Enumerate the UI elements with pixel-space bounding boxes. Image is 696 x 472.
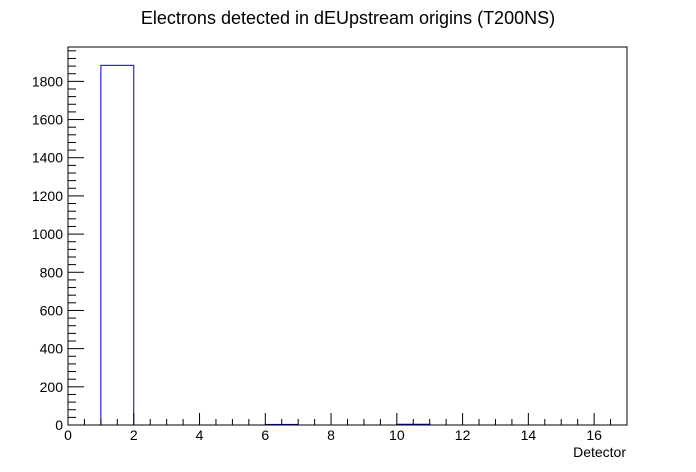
y-tick-label: 200 [40, 379, 64, 395]
y-tick-label: 1200 [32, 188, 63, 204]
x-tick-label: 2 [130, 427, 138, 443]
chart-title: Electrons detected in dEUpstream origins… [141, 8, 555, 28]
x-axis-label: Detector [573, 444, 626, 460]
plot-frame [67, 46, 628, 426]
x-tick-label: 12 [455, 427, 471, 443]
x-tick-label: 10 [389, 427, 405, 443]
histogram-bars [100, 64, 431, 426]
y-tick-label: 1600 [32, 112, 63, 128]
y-tick-label: 1400 [32, 150, 63, 166]
y-tick-label: 1000 [32, 226, 63, 242]
y-tick-label: 1800 [32, 73, 63, 89]
x-tick-label: 4 [196, 427, 204, 443]
y-tick-label: 400 [40, 341, 64, 357]
y-axis: 0 200 400 600 800 1000 1200 1400 1600 1800 [32, 50, 84, 433]
x-tick-label: 8 [327, 427, 335, 443]
y-tick-label: 800 [40, 264, 64, 280]
y-tick-label: 600 [40, 302, 64, 318]
x-tick-label: 16 [586, 427, 602, 443]
x-axis: 0 2 4 6 8 10 12 14 16 [64, 413, 628, 443]
x-tick-label: 6 [261, 427, 269, 443]
x-tick-label: 0 [64, 427, 72, 443]
histogram-bar [100, 64, 135, 426]
x-tick-label: 14 [521, 427, 537, 443]
y-tick-label: 0 [55, 417, 63, 433]
